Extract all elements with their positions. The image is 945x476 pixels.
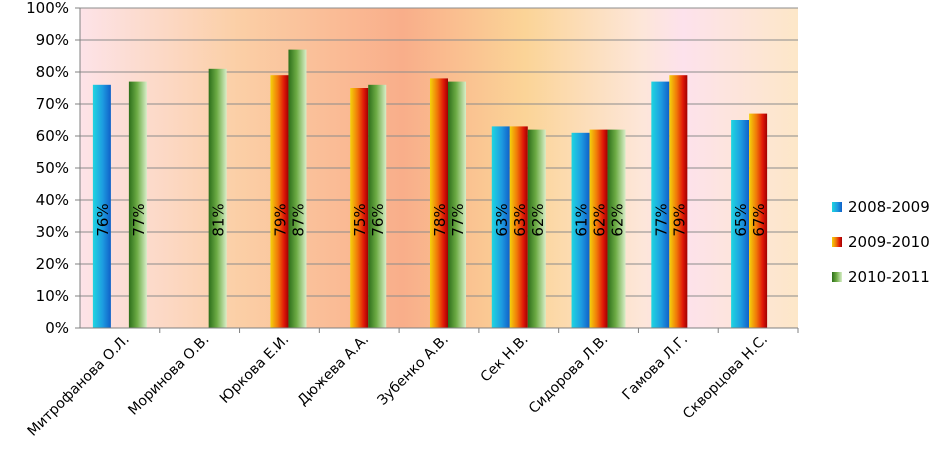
data-label: 75% [351, 203, 369, 236]
data-label: 87% [289, 203, 307, 236]
bar-2008-2009 [571, 132, 590, 328]
x-tick-label: Сидорова Л.В. [526, 332, 611, 417]
bar-2009-2010 [350, 88, 369, 328]
bars [92, 49, 768, 329]
y-tick-label: 40% [36, 191, 69, 209]
bar-2008-2009 [92, 84, 111, 328]
data-label: 78% [431, 203, 449, 236]
x-tick-label: Гамова Л.Г. [619, 332, 691, 404]
y-tick-label: 90% [36, 31, 69, 49]
x-tick-label: Моринова О.В. [125, 332, 212, 419]
bar-2009-2010 [430, 78, 448, 329]
bar-2010-2011 [128, 81, 147, 328]
bar-2010-2011 [607, 129, 626, 328]
bar-2010-2011 [527, 129, 546, 328]
data-label: 79% [670, 203, 688, 236]
y-tick-label: 0% [45, 319, 69, 337]
data-label: 77% [130, 203, 148, 236]
data-label: 77% [449, 203, 467, 236]
bar-2009-2010 [270, 75, 289, 328]
legend-label: 2010-2011 [848, 268, 930, 286]
legend-swatch [832, 202, 842, 212]
data-label: 62% [609, 203, 627, 236]
legend: 2008-2009 2009-2010 2010-2011 [832, 198, 930, 286]
y-tick-label: 20% [36, 255, 69, 273]
data-label: 62% [591, 203, 609, 236]
bar-2009-2010 [749, 113, 768, 328]
legend-label: 2008-2009 [848, 198, 930, 216]
bar-2010-2011 [368, 84, 387, 328]
y-tick-label: 100% [26, 0, 69, 17]
data-label: 65% [732, 203, 750, 236]
bar-2010-2011 [208, 68, 227, 329]
data-label: 67% [750, 203, 768, 236]
data-label: 61% [573, 203, 591, 236]
y-tick-label: 50% [36, 159, 69, 177]
data-label: 63% [493, 203, 511, 236]
bar-2009-2010 [589, 129, 608, 328]
x-tick-labels: Митрофанова О.Л.Моринова О.В. Юркова Е.И.… [25, 332, 771, 440]
bar-2008-2009 [491, 126, 510, 329]
y-tick-labels: 0% 10% 20% 30% 40% 50% 60% 70% 80% 90% 100% [26, 0, 69, 337]
x-tick-label: Юркова Е.И. [217, 332, 292, 407]
bar-2010-2011 [288, 49, 307, 328]
y-tick-label: 10% [36, 287, 69, 305]
data-label: 63% [511, 203, 529, 236]
x-tick-label: Зубенко А.В. [375, 332, 452, 409]
y-tick-label: 60% [36, 127, 69, 145]
x-tick-label: Сек Н.В. [478, 332, 532, 386]
data-label: 76% [94, 203, 112, 236]
data-label: 79% [271, 203, 289, 236]
y-tick-label: 70% [36, 95, 69, 113]
axes [75, 7, 799, 333]
legend-swatch [832, 237, 842, 247]
bar-2008-2009 [651, 81, 670, 328]
data-label: 62% [529, 203, 547, 236]
x-tick-label: Митрофанова О.Л. [25, 332, 133, 440]
data-label: 77% [652, 203, 670, 236]
x-tick-label: Скворцова Н.С. [680, 332, 771, 423]
data-labels: 76% 77% 81% 79% 87% 75% 76% 78% 77% 63% 63% 62% 61% 6… [94, 203, 768, 236]
legend-swatch [832, 272, 842, 282]
bar-2009-2010 [669, 75, 688, 328]
data-label: 76% [369, 203, 387, 236]
legend-label: 2009-2010 [848, 233, 930, 251]
bar-2008-2009 [731, 120, 750, 328]
data-label: 81% [210, 203, 228, 236]
bar-2010-2011 [448, 81, 466, 328]
y-tick-label: 80% [36, 63, 69, 81]
bar-2009-2010 [509, 126, 528, 329]
x-tick-label: Дюжева А.А. [295, 332, 372, 409]
y-tick-label: 30% [36, 223, 69, 241]
